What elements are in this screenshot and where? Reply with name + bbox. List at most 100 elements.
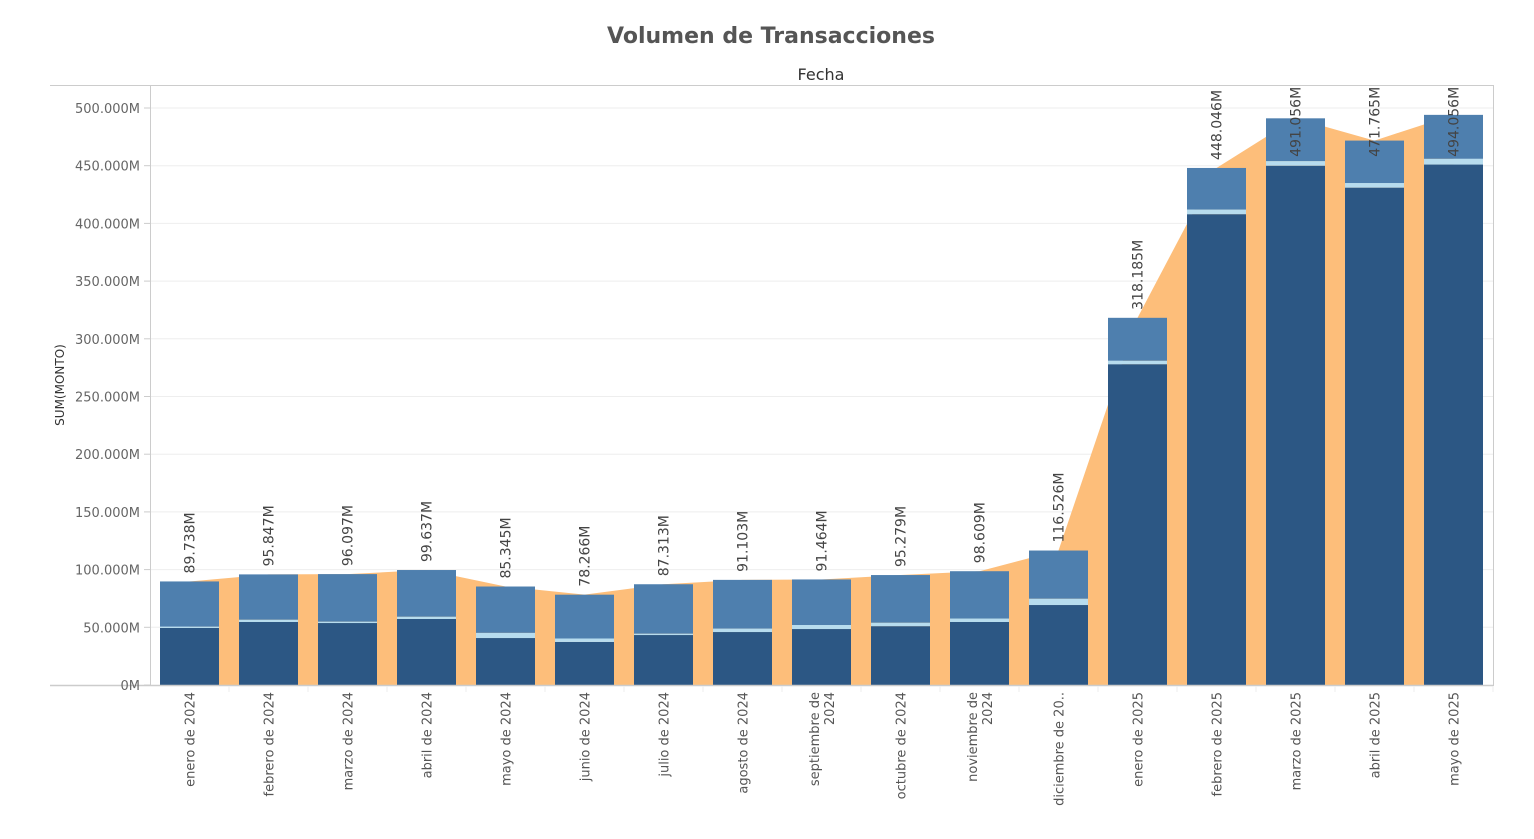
y-tick-label: 100.000M [75,564,140,579]
y-tick-label: 50.000M [83,621,140,636]
x-axis-label: mayo de 2024 [500,692,515,786]
bar-segment-middle [713,628,772,633]
bar-segment-bottom [634,635,693,685]
bar-total-label: 491.056M [1289,87,1305,157]
bar-total-label: 99.637M [420,501,436,562]
bar-total-label: 95.279M [894,506,910,567]
bar-segment-bottom [1029,605,1088,685]
bar-segment-bottom [555,641,614,685]
x-axis-label: octubre de 2024 [895,692,910,799]
bar-segment-middle [792,624,851,630]
x-axis-label: marzo de 2025 [1290,692,1305,790]
bar-total-label: 78.266M [578,526,594,587]
bar-segment-bottom [1108,364,1167,685]
bar-segment-bottom [397,618,456,685]
bar-segment-middle [555,638,614,642]
y-tick-label: 300.000M [75,333,140,348]
bar-segment-middle [160,626,219,628]
x-axis-label: agosto de 2024 [737,692,752,794]
bar-segment-middle [634,633,693,636]
bar-segment-bottom [713,632,772,685]
bar-total-label: 98.609M [973,502,989,563]
bar-segment-bottom [792,629,851,685]
bar-segment-bottom [318,623,377,685]
bar-segment-middle [239,619,298,622]
x-axis-label: septiembre de [808,692,823,786]
bar-total-label: 85.345M [499,517,515,578]
bar-segment-top [713,579,772,629]
bar-segment-bottom [1266,165,1325,685]
x-axis-label: enero de 2024 [184,692,199,787]
bar-segment-middle [1187,209,1246,215]
bar-segment-middle [1266,161,1325,166]
bar-segment-top [476,586,535,633]
bar-segment-middle [1345,183,1404,188]
bar-segment-bottom [1345,187,1404,685]
bar-total-label: 494.056M [1447,87,1463,157]
y-tick-label: 0M [121,679,141,694]
bar-total-label: 96.097M [341,505,357,566]
x-axis-label: mayo de 2025 [1448,692,1463,786]
bar-segment-middle [1108,360,1167,365]
bar-segment-bottom [239,621,298,685]
x-axis-label: abril de 2025 [1369,692,1384,778]
bar-total-label: 318.185M [1131,240,1147,310]
x-axis-label: enero de 2025 [1132,692,1147,787]
column-header-fecha: Fecha [798,65,845,84]
bar-segment-bottom [950,621,1009,685]
bar-segment-top [634,584,693,634]
bar-total-label: 448.046M [1210,90,1226,160]
bar-total-label: 116.526M [1052,473,1068,543]
bar-segment-bottom [1187,214,1246,685]
bar-total-label: 91.103M [736,511,752,572]
x-axis-label: 2024 [823,692,838,725]
x-axis-label: noviembre de [966,692,981,782]
x-axis-label: febrero de 2024 [263,692,278,797]
bar-segment-middle [1029,598,1088,606]
bar-segment-top [1424,114,1483,159]
bar-segment-top [871,575,930,623]
y-tick-label: 250.000M [75,391,140,406]
y-axis-title: SUM(MONTO) [53,344,67,426]
bar-segment-top [950,571,1009,619]
bar-total-label: 471.765M [1368,87,1384,157]
bar-segment-top [318,574,377,622]
x-axis-label: febrero de 2025 [1211,692,1226,797]
bar-segment-top [1345,140,1404,184]
bar-segment-middle [1424,158,1483,165]
bar-total-label: 91.464M [815,510,831,571]
bar-segment-middle [871,622,930,627]
bar-segment-top [1029,550,1088,599]
bar-segment-bottom [871,626,930,685]
bar-segment-middle [318,621,377,624]
y-tick-label: 400.000M [75,217,140,232]
bar-total-label: 87.313M [657,515,673,576]
x-axis-label: junio de 2024 [579,692,594,782]
y-tick-label: 150.000M [75,506,140,521]
y-tick-label: 200.000M [75,448,140,463]
x-axis-label: julio de 2024 [658,692,673,778]
bar-segment-top [555,594,614,639]
bar-segment-top [1266,118,1325,162]
x-axis-label: marzo de 2024 [342,692,357,790]
bar-segment-middle [950,618,1009,622]
bar-segment-top [397,570,456,617]
x-axis-label: diciembre de 20.. [1053,692,1068,806]
y-tick-label: 500.000M [75,102,140,117]
bar-segment-top [239,574,298,620]
bar-segment-bottom [160,627,219,685]
bar-total-label: 89.738M [183,512,199,573]
bar-total-label: 95.847M [262,505,278,566]
bar-segment-top [792,579,851,625]
bar-segment-bottom [476,638,535,685]
bar-segment-middle [397,616,456,619]
bar-segment-top [1108,317,1167,361]
x-axis-label: abril de 2024 [421,692,436,778]
bar-segment-bottom [1424,164,1483,685]
bar-segment-middle [476,632,535,639]
y-tick-label: 350.000M [75,275,140,290]
bar-segment-top [160,581,219,627]
x-axis-label: 2024 [981,692,996,725]
y-tick-label: 450.000M [75,160,140,175]
